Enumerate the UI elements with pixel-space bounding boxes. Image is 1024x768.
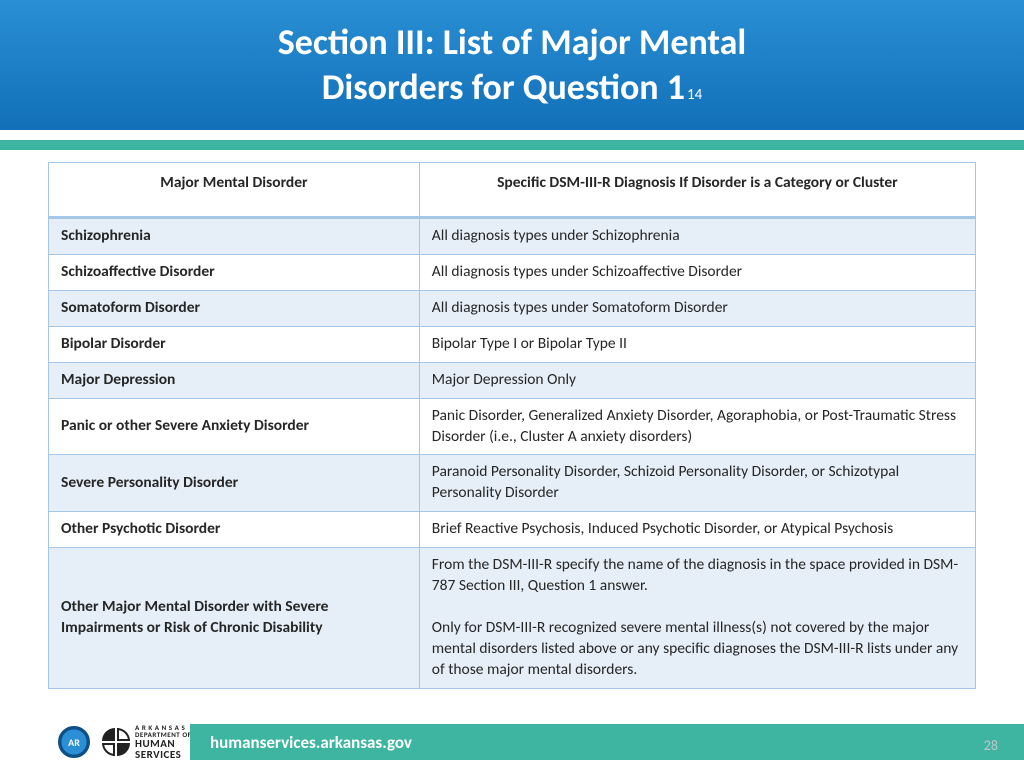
cell-disorder: Other Psychotic Disorder	[49, 512, 420, 548]
arkansas-seal-icon: AR	[56, 724, 92, 760]
col-header-dsm: Specific DSM-III-R Diagnosis If Disorder…	[419, 163, 975, 218]
table-header-row: Major Mental Disorder Specific DSM-III-R…	[49, 163, 976, 218]
dhs-logo: A R K A N S A S DEPARTMENT OF HUMAN SERV…	[102, 724, 191, 760]
disorders-table: Major Mental Disorder Specific DSM-III-R…	[48, 162, 976, 689]
cell-dsm: All diagnosis types under Somatoform Dis…	[419, 290, 975, 326]
title-line-2: Disorders for Question 1	[322, 65, 685, 109]
cell-disorder: Somatoform Disorder	[49, 290, 420, 326]
table-row: Bipolar DisorderBipolar Type I or Bipola…	[49, 326, 976, 362]
page-number: 28	[984, 737, 998, 754]
cell-disorder: Bipolar Disorder	[49, 326, 420, 362]
table-row: Major DepressionMajor Depression Only	[49, 362, 976, 398]
footer-url: humanservices.arkansas.gov	[210, 732, 412, 753]
content-area: Major Mental Disorder Specific DSM-III-R…	[0, 150, 1024, 689]
cell-dsm: Panic Disorder, Generalized Anxiety Diso…	[419, 398, 975, 455]
cell-dsm: All diagnosis types under Schizoaffectiv…	[419, 254, 975, 290]
cell-dsm: Bipolar Type I or Bipolar Type II	[419, 326, 975, 362]
cell-dsm: Major Depression Only	[419, 362, 975, 398]
table-row: Schizoaffective DisorderAll diagnosis ty…	[49, 254, 976, 290]
table-row: Panic or other Severe Anxiety DisorderPa…	[49, 398, 976, 455]
table-row: SchizophreniaAll diagnosis types under S…	[49, 218, 976, 255]
title-footnote-ref: 14	[687, 86, 702, 104]
slide-title: Section III: List of Major Mental Disord…	[278, 20, 747, 110]
col-header-disorder: Major Mental Disorder	[49, 163, 420, 218]
cell-disorder: Other Major Mental Disorder with Severe …	[49, 548, 420, 689]
cell-disorder: Panic or other Severe Anxiety Disorder	[49, 398, 420, 455]
cell-dsm: Brief Reactive Psychosis, Induced Psycho…	[419, 512, 975, 548]
cell-dsm: All diagnosis types under Schizophrenia	[419, 218, 975, 255]
accent-strip	[0, 140, 1024, 150]
slide-footer: AR A R K A N S A S DEPARTMENT OF HUMAN S…	[0, 716, 1024, 768]
slide-header: Section III: List of Major Mental Disord…	[0, 0, 1024, 130]
title-line-1: Section III: List of Major Mental	[278, 20, 747, 64]
table-row: Other Psychotic DisorderBrief Reactive P…	[49, 512, 976, 548]
cell-disorder: Schizoaffective Disorder	[49, 254, 420, 290]
cell-disorder: Severe Personality Disorder	[49, 455, 420, 512]
cell-disorder: Schizophrenia	[49, 218, 420, 255]
cell-dsm: Paranoid Personality Disorder, Schizoid …	[419, 455, 975, 512]
cell-dsm: From the DSM-III-R specify the name of t…	[419, 548, 975, 689]
table-row: Other Major Mental Disorder with Severe …	[49, 548, 976, 689]
dhs-mark-icon	[102, 728, 130, 756]
table-row: Severe Personality DisorderParanoid Pers…	[49, 455, 976, 512]
dhs-brand-2: SERVICES	[135, 749, 191, 760]
cell-disorder: Major Depression	[49, 362, 420, 398]
seal-label: AR	[68, 736, 80, 749]
dhs-text: A R K A N S A S DEPARTMENT OF HUMAN SERV…	[135, 724, 191, 760]
table-row: Somatoform DisorderAll diagnosis types u…	[49, 290, 976, 326]
